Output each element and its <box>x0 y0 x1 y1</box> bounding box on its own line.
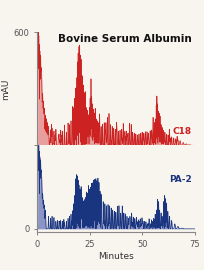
X-axis label: Minutes: Minutes <box>98 252 133 261</box>
Text: PA-2: PA-2 <box>168 176 191 184</box>
Text: C18: C18 <box>172 127 191 136</box>
Y-axis label: mAU: mAU <box>2 78 11 100</box>
Text: Bovine Serum Albumin: Bovine Serum Albumin <box>58 34 191 44</box>
